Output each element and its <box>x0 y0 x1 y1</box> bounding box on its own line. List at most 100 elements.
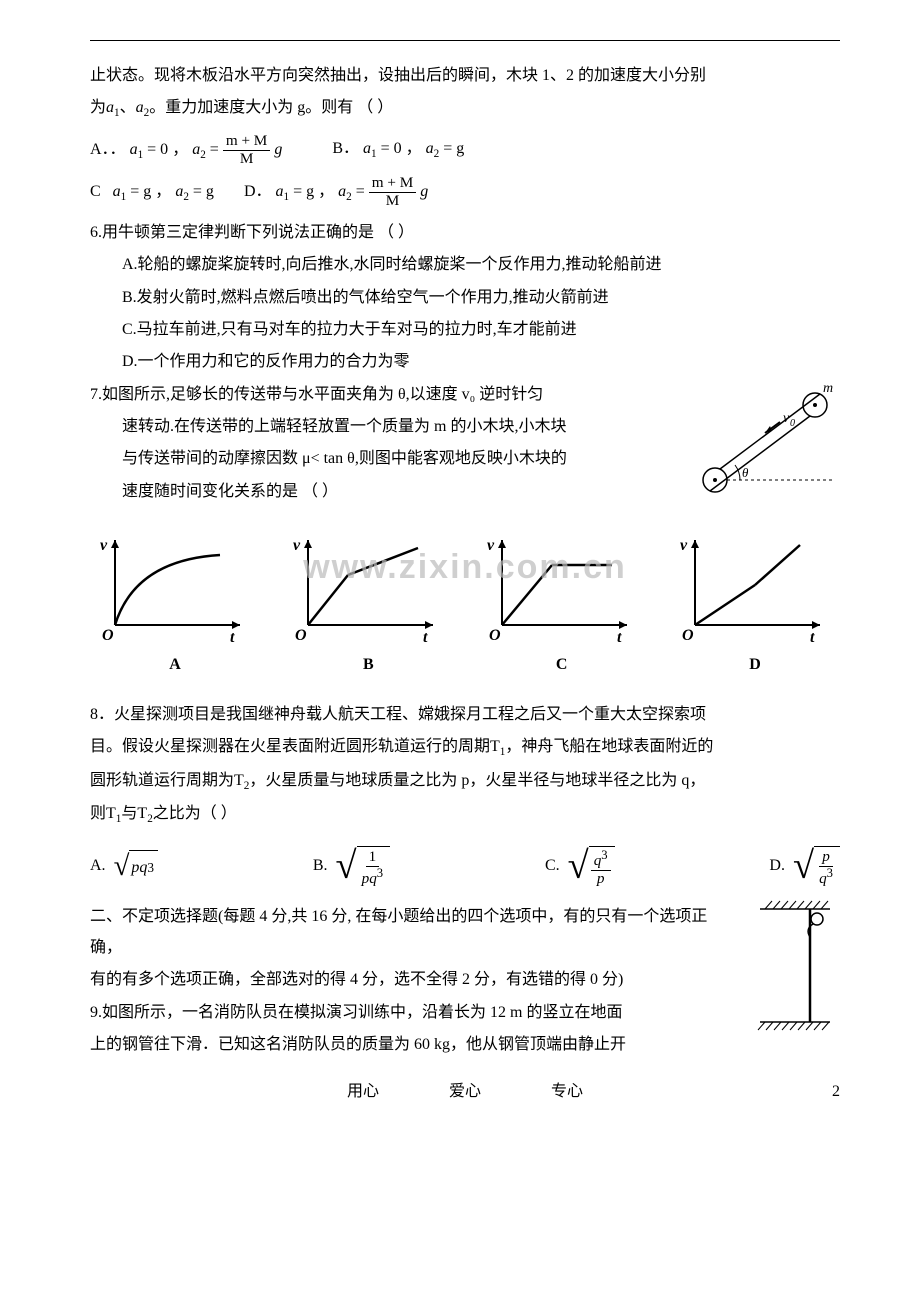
q8-l3-pre: 圆形轨道运行周期为 <box>90 772 234 789</box>
q8-l4-pre: 则 <box>90 805 106 822</box>
q7-belt-diagram: v 0 m θ <box>690 380 840 510</box>
q5-C-comma: ， <box>155 183 171 200</box>
q5-options-row1: A．． a1 = 0 ， a2 = m + M M g B． a1 = 0 ， … <box>90 133 840 167</box>
q5-D-a2: a <box>338 183 346 200</box>
q8-line3: 圆形轨道运行周期为T2，火星质量与地球质量之比为 p，火星半径与地球半径之比为 … <box>90 766 840 797</box>
q7-line4: 速度随时间变化关系的是 （ ） <box>90 477 680 507</box>
q5-opt-A: A．． a1 = 0 ， a2 = m + M M g <box>90 133 282 167</box>
q5-A-den: M <box>237 151 257 168</box>
q9-line2: 上的钢管往下滑．已知这名消防队员的质量为 60 kg，他从钢管顶端由静止开 <box>90 1030 735 1060</box>
q5-D-eq: = <box>356 183 365 200</box>
q8-D-den: q <box>819 870 827 887</box>
q8-T1: T <box>490 738 500 755</box>
q5-D-rhs1: = g <box>293 183 314 200</box>
q5-B-label: B． <box>332 140 359 157</box>
q5-D-g: g <box>420 183 428 200</box>
svg-text:O: O <box>295 627 307 644</box>
svg-text:v: v <box>487 537 495 554</box>
q5-B-a1: a <box>363 140 371 157</box>
q9-text: 二、不定项选择题(每题 4 分,共 16 分, 在每小题给出的四个选项中，有的只… <box>90 902 735 1062</box>
q7-graph-A: v t O A <box>90 530 260 680</box>
q8-D-label: D. <box>769 851 785 881</box>
q6-B: B.发射火箭时,燃料点燃后喷出的气体给空气一个作用力,推动火箭前进 <box>122 283 840 313</box>
q5-C-a1s: 1 <box>121 191 127 203</box>
q5-D-a2s: 2 <box>346 191 352 203</box>
section2-title: 二、不定项选择题(每题 4 分,共 16 分, 在每小题给出的四个选项中，有的只… <box>90 902 735 963</box>
q8-line2: 目。假设火星探测器在火星表面附近圆形轨道运行的周期T1，神舟飞船在地球表面附近的 <box>90 732 840 763</box>
q5-A-a1: a <box>130 141 138 158</box>
q5-A-g: g <box>274 141 282 158</box>
q7-graphs: www.zixin.com.cn v t O A v <box>90 530 840 680</box>
page-top-rule <box>90 40 840 41</box>
svg-text:m: m <box>823 381 833 396</box>
q5-A-a2: a <box>192 141 200 158</box>
svg-text:t: t <box>230 629 235 646</box>
q5-B-comma: ， <box>406 140 422 157</box>
q5-opt-D: D． a1 = g ， a2 = m + M M g <box>244 175 428 209</box>
q8-opt-C: C. √ q3 p <box>545 846 615 888</box>
q7-graph-C-label: C <box>477 650 647 680</box>
q5-A-rhs1: = 0 <box>147 141 168 158</box>
svg-text:θ: θ <box>742 465 749 480</box>
footer-mid: 爱心 <box>449 1077 481 1107</box>
q5-D-label: D． <box>244 183 272 200</box>
q8-B-label: B. <box>313 851 328 881</box>
q5-D-frac: m + M M <box>369 175 416 209</box>
q8-C-num-sup: 3 <box>601 848 607 862</box>
svg-text:v: v <box>783 411 790 426</box>
q5-B-a2s: 2 <box>434 149 440 161</box>
q7-graph-A-label: A <box>90 650 260 680</box>
q5-opt-C: C a1 = g ， a2 = g <box>90 177 214 208</box>
q5-B-a1s: 1 <box>371 149 377 161</box>
q8-l4-mid: 与 <box>121 805 137 822</box>
q7-graph-B-label: B <box>283 650 453 680</box>
page-content: 止状态。现将木板沿水平方向突然抽出，设抽出后的瞬间，木块 1、2 的加速度大小分… <box>90 61 840 1108</box>
q8-line1: 8．火星探测项目是我国继神舟载人航天工程、嫦娥探月工程之后又一个重大太空探索项 <box>90 700 840 730</box>
q8-A-body: pq <box>131 853 147 883</box>
q8-l3-post: ，火星质量与地球质量之比为 p，火星半径与地球半径之比为 q， <box>249 772 705 789</box>
q5-line2: 为a1、a2。重力加速度大小为 g。则有 （ ） <box>90 93 840 124</box>
q7-graph-C: v t O C <box>477 530 647 680</box>
q8-T2b: T <box>137 805 147 822</box>
q9-pole-diagram <box>745 897 840 1037</box>
q5-C-a2s: 2 <box>183 191 189 203</box>
q5-a1: a <box>106 99 114 116</box>
q5-A-num: m + M <box>223 133 270 151</box>
page-number: 2 <box>832 1077 840 1107</box>
q5-B-a2: a <box>426 140 434 157</box>
q7-line1: 7.如图所示,足够长的传送带与水平面夹角为 θ,以速度 v₀ 逆时针匀 <box>90 380 680 410</box>
q8-opt-D: D. √ p q3 <box>769 846 840 888</box>
q5-C-rhs2: = g <box>193 183 214 200</box>
svg-text:O: O <box>102 627 114 644</box>
q5-A-eq: = <box>210 141 219 158</box>
q5-line1: 止状态。现将木板沿水平方向突然抽出，设抽出后的瞬间，木块 1、2 的加速度大小分… <box>90 61 840 91</box>
q9-container: 二、不定项选择题(每题 4 分,共 16 分, 在每小题给出的四个选项中，有的只… <box>90 902 840 1062</box>
svg-text:O: O <box>682 627 694 644</box>
q5-A-frac: m + M M <box>223 133 270 167</box>
q8-l2-post: ，神舟飞船在地球表面附近的 <box>505 738 713 755</box>
svg-text:v: v <box>680 537 688 554</box>
q7-line2: 速转动.在传送带的上端轻轻放置一个质量为 m 的小木块,小木块 <box>90 412 680 442</box>
q6-options: A.轮船的螺旋桨旋转时,向后推水,水同时给螺旋桨一个反作用力,推动轮船前进 B.… <box>90 250 840 378</box>
q8-C-label: C. <box>545 851 560 881</box>
svg-text:0: 0 <box>790 418 795 429</box>
svg-text:t: t <box>617 629 622 646</box>
q6-C: C.马拉车前进,只有马对车的拉力大于车对马的拉力时,车才能前进 <box>122 315 840 345</box>
q8-l2-pre: 目。假设火星探测器在火星表面附近圆形轨道运行的周期 <box>90 738 490 755</box>
q5-A-label: A．． <box>90 141 126 158</box>
q8-l4-post: 之比为（ ） <box>153 805 237 822</box>
q8-C-den: p <box>594 871 608 888</box>
svg-text:t: t <box>810 629 815 646</box>
page-footer: 用心 爱心 专心 2 <box>90 1077 840 1107</box>
q6-stem: 6.用牛顿第三定律判断下列说法正确的是 （ ） <box>90 218 840 248</box>
q7-container: 7.如图所示,足够长的传送带与水平面夹角为 θ,以速度 v₀ 逆时针匀 速转动.… <box>90 380 840 510</box>
q5-C-label: C <box>90 183 101 200</box>
svg-text:t: t <box>423 629 428 646</box>
q8-B-den: pq <box>362 870 377 887</box>
q5-C-a1: a <box>113 183 121 200</box>
q5-B-rhs2: = g <box>443 140 464 157</box>
q5-C-rhs1: = g <box>130 183 151 200</box>
q8-T1b: T <box>106 805 116 822</box>
q8-line4: 则T1与T2之比为（ ） <box>90 799 840 830</box>
q5-D-a1: a <box>276 183 284 200</box>
